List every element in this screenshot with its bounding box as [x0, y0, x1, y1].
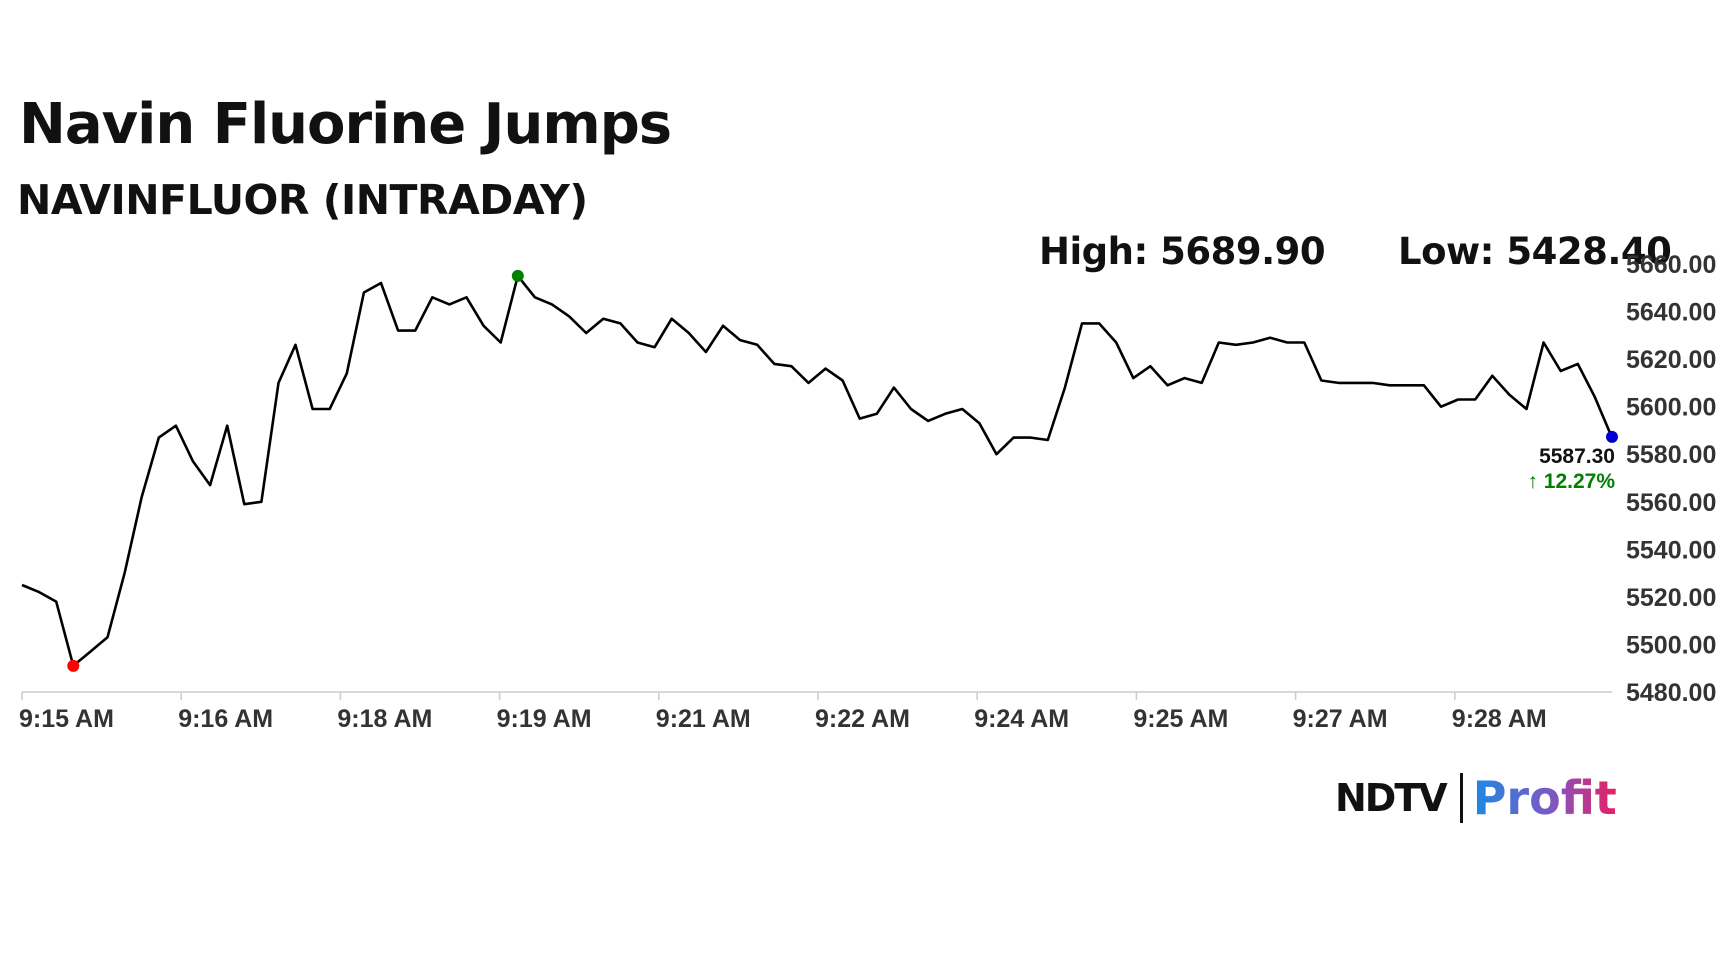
y-tick-label: 5640.00 [1626, 299, 1716, 327]
logo-profit-text: Profit [1472, 771, 1617, 825]
high-point-marker [511, 269, 524, 282]
x-tick-label: 9:19 AM [497, 705, 592, 733]
low-point-marker [67, 659, 80, 672]
x-tick-label: 9:25 AM [1133, 705, 1228, 733]
y-tick-label: 5480.00 [1626, 679, 1716, 707]
y-tick-label: 5620.00 [1626, 346, 1716, 374]
x-tick-label: 9:16 AM [178, 705, 273, 733]
ndtv-profit-logo: NDTV Profit [1335, 771, 1617, 825]
x-tick-label: 9:24 AM [974, 705, 1069, 733]
y-tick-label: 5560.00 [1626, 489, 1716, 517]
y-tick-label: 5520.00 [1626, 584, 1716, 612]
x-tick-label: 9:22 AM [815, 705, 910, 733]
last-point-marker [1606, 430, 1618, 443]
x-tick-label: 9:18 AM [337, 705, 432, 733]
y-tick-label: 5540.00 [1626, 536, 1716, 564]
y-tick-label: 5500.00 [1626, 631, 1716, 659]
x-tick-label: 9:27 AM [1293, 705, 1388, 733]
last-price-label: 5587.30 [1539, 445, 1615, 468]
logo-divider [1459, 773, 1463, 823]
change-label: ↑ 12.27% [1527, 470, 1615, 493]
price-line [21, 274, 1614, 668]
x-tick-label: 9:28 AM [1452, 705, 1547, 733]
y-tick-label: 5580.00 [1626, 441, 1716, 469]
high-label: High: 5689.90 [1039, 230, 1326, 273]
chart-title: Navin Fluorine Jumps [19, 92, 672, 157]
x-tick-label: 9:21 AM [656, 705, 751, 733]
logo-ndtv-text: NDTV [1335, 776, 1448, 820]
y-tick-label: 5660.00 [1626, 251, 1716, 279]
y-tick-label: 5600.00 [1626, 394, 1716, 422]
low-label: Low: 5428.40 [1398, 230, 1672, 273]
chart-subtitle: NAVINFLUOR (INTRADAY) [17, 176, 588, 224]
x-tick-label: 9:15 AM [19, 705, 114, 733]
